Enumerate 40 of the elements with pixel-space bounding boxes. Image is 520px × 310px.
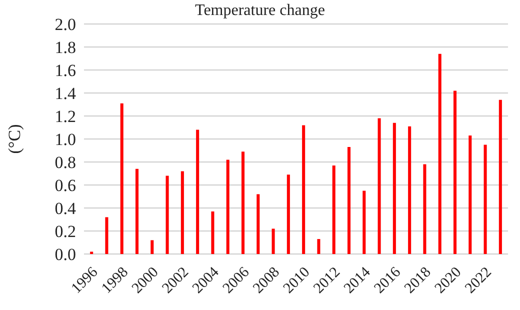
y-tick-label: 1.4 (54, 84, 76, 104)
y-tick-label: 1.6 (54, 61, 76, 80)
y-tick-label: 2.0 (54, 15, 76, 34)
bar (150, 240, 154, 254)
bar (438, 54, 442, 254)
chart-title: Temperature change (195, 2, 325, 19)
bar (362, 190, 366, 254)
bar (484, 144, 487, 254)
bar (196, 130, 200, 254)
bar (332, 165, 336, 254)
bar (105, 217, 108, 254)
bar (211, 211, 214, 254)
bar (256, 194, 260, 254)
y-tick-label: 0.6 (54, 176, 76, 196)
y-tick-label: 0.0 (54, 245, 76, 264)
y-tick-label: 1.0 (54, 130, 76, 150)
y-tick-label: 1.8 (54, 38, 76, 58)
bar (120, 103, 124, 254)
bar (272, 228, 275, 254)
y-tick-label: 1.2 (54, 107, 76, 126)
bar (408, 126, 412, 254)
y-tick-label: 0.4 (54, 199, 76, 218)
bar (317, 239, 320, 254)
bar (423, 164, 426, 254)
y-axis-title: (°C) (5, 124, 24, 154)
bar (468, 136, 472, 254)
bar (180, 171, 184, 254)
bar (166, 176, 169, 254)
bar (302, 125, 306, 254)
bar (392, 122, 396, 254)
y-tick-label: 0.2 (54, 222, 76, 242)
bar (453, 90, 457, 254)
bar (241, 152, 245, 254)
bar (286, 174, 290, 254)
bar (498, 100, 502, 254)
bar (347, 147, 351, 254)
bar (226, 160, 230, 254)
bar (378, 118, 381, 254)
y-tick-label: 0.8 (54, 153, 76, 172)
bar (135, 168, 139, 254)
